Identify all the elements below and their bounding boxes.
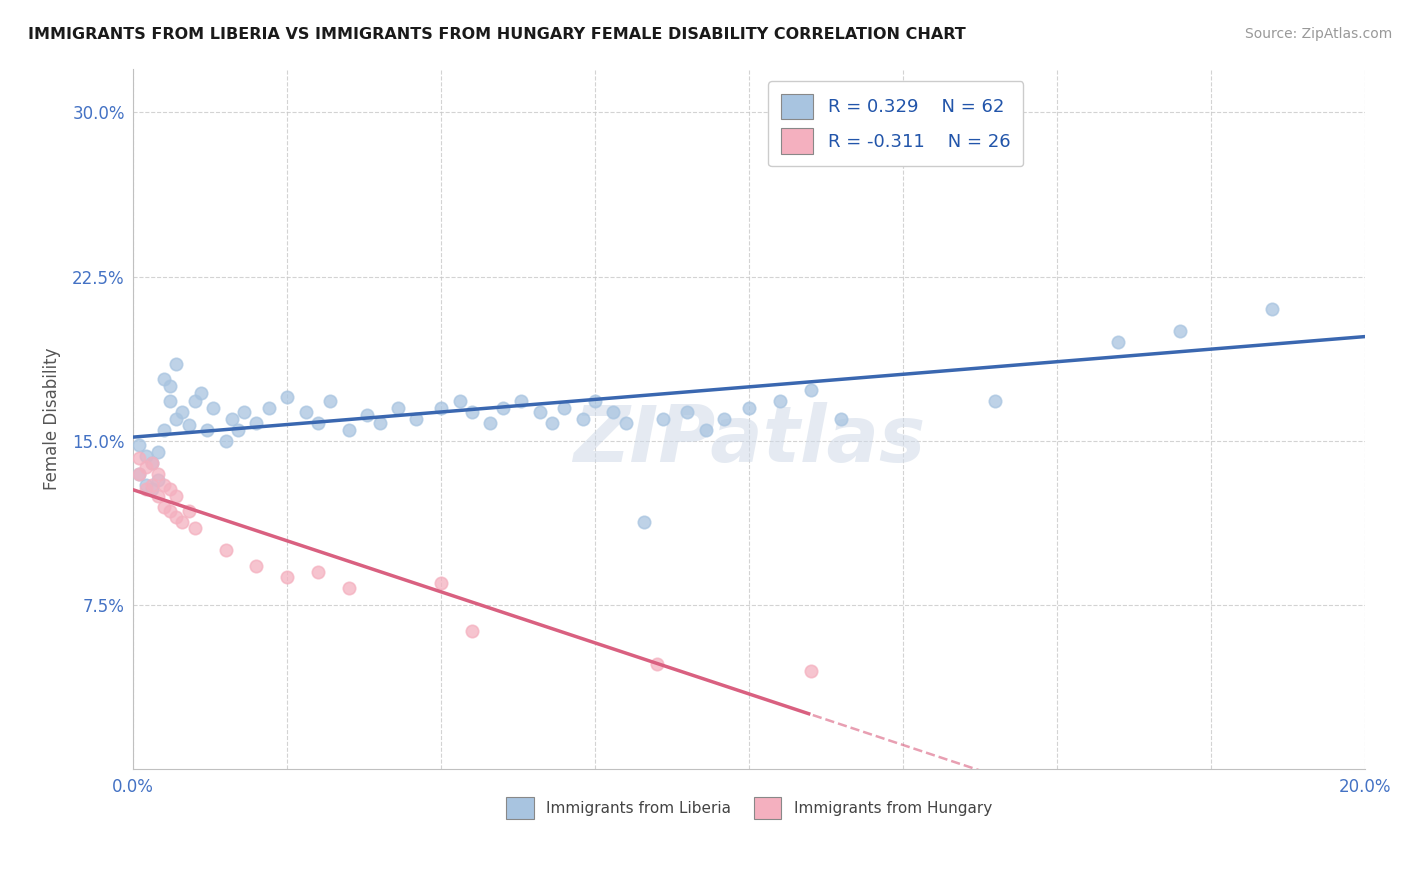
Point	[307, 417, 329, 431]
Point	[146, 467, 169, 481]
Point	[769, 394, 792, 409]
Point	[1107, 335, 1129, 350]
Point	[276, 569, 298, 583]
Point	[134, 449, 156, 463]
Point	[128, 438, 150, 452]
Point	[146, 444, 169, 458]
Point	[356, 408, 378, 422]
Point	[214, 543, 236, 558]
Point	[461, 405, 484, 419]
Point	[799, 664, 821, 678]
Point	[177, 418, 200, 433]
Point	[276, 390, 298, 404]
Point	[128, 467, 150, 481]
Point	[221, 412, 243, 426]
Point	[602, 405, 624, 419]
Point	[1261, 302, 1284, 317]
Text: IMMIGRANTS FROM LIBERIA VS IMMIGRANTS FROM HUNGARY FEMALE DISABILITY CORRELATION: IMMIGRANTS FROM LIBERIA VS IMMIGRANTS FR…	[28, 27, 966, 42]
Point	[529, 405, 551, 419]
Point	[799, 384, 821, 398]
Point	[202, 401, 225, 415]
Point	[195, 423, 218, 437]
Point	[233, 405, 256, 419]
Point	[676, 405, 699, 419]
Point	[510, 394, 533, 409]
Point	[146, 473, 169, 487]
Point	[738, 401, 761, 415]
Point	[165, 510, 187, 524]
Point	[172, 405, 194, 419]
Point	[571, 412, 593, 426]
Point	[651, 412, 673, 426]
Point	[294, 405, 316, 419]
Point	[214, 434, 236, 448]
Point	[257, 401, 280, 415]
Point	[153, 500, 176, 514]
Point	[713, 412, 735, 426]
Point	[449, 394, 471, 409]
Point	[984, 394, 1007, 409]
Point	[614, 417, 637, 431]
Point	[141, 456, 163, 470]
Point	[134, 460, 156, 475]
Point	[492, 401, 515, 415]
Point	[153, 423, 176, 437]
Point	[190, 385, 212, 400]
Point	[146, 489, 169, 503]
Point	[1168, 324, 1191, 338]
Point	[159, 504, 181, 518]
Point	[337, 581, 360, 595]
Point	[184, 521, 207, 535]
Point	[177, 504, 200, 518]
Point	[368, 417, 391, 431]
Point	[153, 477, 176, 491]
Point	[695, 423, 717, 437]
Legend: Immigrants from Liberia, Immigrants from Hungary: Immigrants from Liberia, Immigrants from…	[501, 791, 998, 825]
Point	[141, 477, 163, 491]
Point	[479, 417, 502, 431]
Point	[245, 417, 267, 431]
Point	[553, 401, 575, 415]
Point	[134, 482, 156, 496]
Point	[387, 401, 409, 415]
Point	[430, 401, 453, 415]
Point	[128, 467, 150, 481]
Point	[337, 423, 360, 437]
Point	[172, 515, 194, 529]
Point	[860, 149, 883, 163]
Y-axis label: Female Disability: Female Disability	[44, 348, 60, 491]
Point	[159, 394, 181, 409]
Text: ZIPatlas: ZIPatlas	[572, 402, 925, 478]
Point	[165, 412, 187, 426]
Point	[159, 482, 181, 496]
Point	[461, 624, 484, 639]
Point	[128, 451, 150, 466]
Point	[645, 657, 668, 672]
Point	[245, 558, 267, 573]
Point	[134, 477, 156, 491]
Point	[184, 394, 207, 409]
Text: Source: ZipAtlas.com: Source: ZipAtlas.com	[1244, 27, 1392, 41]
Point	[405, 412, 427, 426]
Point	[153, 372, 176, 386]
Point	[159, 379, 181, 393]
Point	[226, 423, 249, 437]
Point	[165, 357, 187, 371]
Point	[141, 482, 163, 496]
Point	[307, 565, 329, 579]
Point	[319, 394, 342, 409]
Point	[541, 417, 564, 431]
Point	[830, 412, 852, 426]
Point	[165, 489, 187, 503]
Point	[141, 456, 163, 470]
Point	[430, 576, 453, 591]
Point	[583, 394, 606, 409]
Point	[633, 515, 655, 529]
